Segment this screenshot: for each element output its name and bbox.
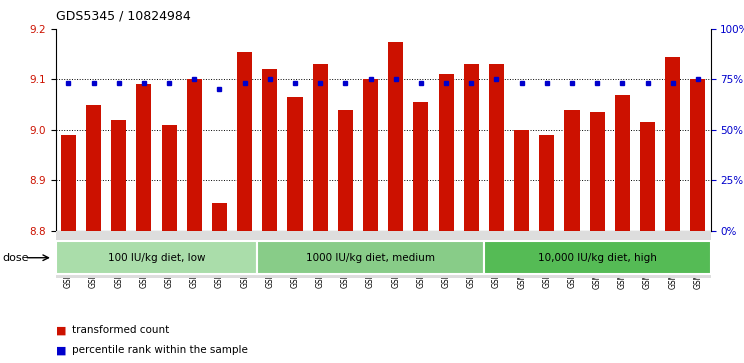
Bar [111, 120, 126, 231]
FancyBboxPatch shape [484, 241, 711, 274]
Text: 1000 IU/kg diet, medium: 1000 IU/kg diet, medium [306, 253, 435, 263]
Text: transformed count: transformed count [72, 325, 170, 335]
Bar [338, 110, 353, 231]
Text: 100 IU/kg diet, low: 100 IU/kg diet, low [108, 253, 205, 263]
Text: 10,000 IU/kg diet, high: 10,000 IU/kg diet, high [538, 253, 657, 263]
Text: ■: ■ [56, 325, 66, 335]
Bar [312, 64, 328, 231]
Bar [615, 94, 630, 231]
Bar [489, 64, 504, 231]
Bar [690, 79, 705, 231]
Bar [514, 130, 529, 231]
Bar [161, 125, 176, 231]
Bar [363, 79, 378, 231]
Bar [86, 105, 101, 231]
Bar [61, 135, 76, 231]
Text: percentile rank within the sample: percentile rank within the sample [72, 345, 248, 355]
Bar [590, 112, 605, 231]
Bar [665, 57, 680, 231]
Bar [287, 97, 303, 231]
Text: ■: ■ [56, 345, 66, 355]
Text: dose: dose [2, 253, 29, 263]
Bar [438, 74, 454, 231]
Bar [640, 122, 655, 231]
FancyBboxPatch shape [56, 241, 257, 274]
Bar [237, 52, 252, 231]
Bar [565, 110, 580, 231]
Bar [212, 203, 227, 231]
Bar [187, 79, 202, 231]
FancyBboxPatch shape [257, 241, 484, 274]
Bar [388, 42, 403, 231]
Bar [464, 64, 479, 231]
Bar [136, 85, 152, 231]
Bar [414, 102, 429, 231]
Text: GDS5345 / 10824984: GDS5345 / 10824984 [56, 9, 190, 22]
Bar [263, 69, 278, 231]
Bar [539, 135, 554, 231]
